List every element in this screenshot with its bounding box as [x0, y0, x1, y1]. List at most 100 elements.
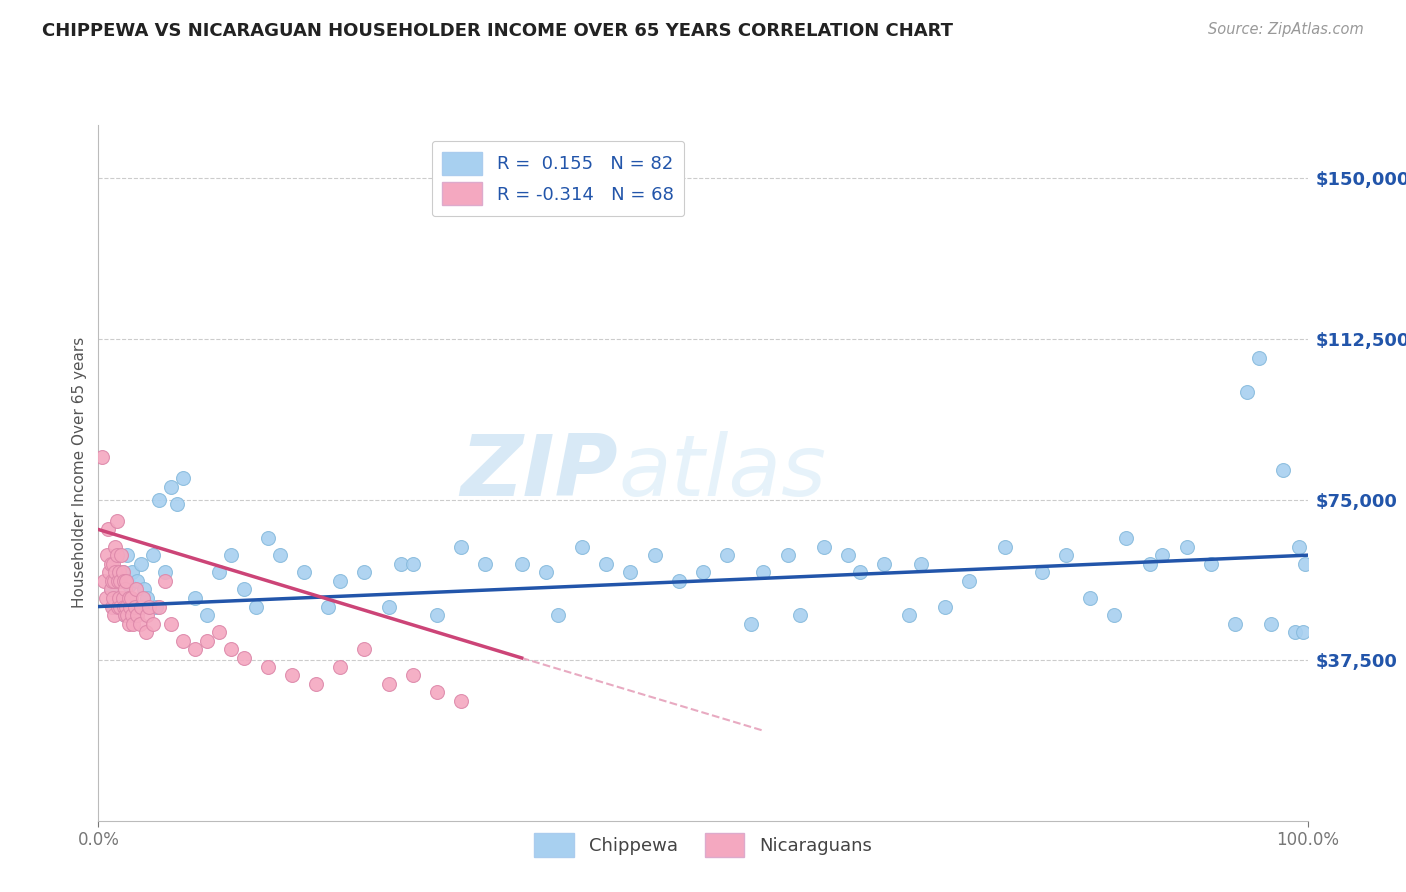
Point [849, 566, 872, 580]
Point [776, 548, 799, 562]
Point [115, 608, 138, 623]
Point [329, 574, 352, 588]
Point [377, 599, 399, 614]
Point [716, 548, 738, 562]
Point [426, 608, 449, 623]
Point [184, 591, 207, 605]
Point [184, 642, 207, 657]
Point [595, 557, 617, 571]
Text: Source: ZipAtlas.com: Source: ZipAtlas.com [1208, 22, 1364, 37]
Point [353, 566, 375, 580]
Point [1152, 548, 1174, 562]
Point [118, 591, 141, 605]
Point [221, 642, 243, 657]
Point [752, 566, 775, 580]
Text: atlas: atlas [619, 431, 827, 515]
Point [98, 566, 121, 580]
Point [232, 582, 254, 597]
Point [353, 642, 375, 657]
Point [195, 633, 218, 648]
Point [1249, 351, 1271, 366]
Point [934, 599, 956, 614]
Point [1078, 591, 1101, 605]
Point [142, 548, 165, 562]
Point [103, 608, 125, 623]
Point [426, 685, 449, 699]
Point [93, 574, 115, 588]
Point [1223, 616, 1246, 631]
Point [107, 599, 129, 614]
Point [1115, 531, 1137, 545]
Point [114, 608, 136, 623]
Point [105, 569, 128, 583]
Point [740, 616, 762, 631]
Point [117, 608, 139, 623]
Point [547, 608, 569, 623]
Point [813, 540, 835, 554]
Point [120, 591, 142, 605]
Point [108, 566, 131, 580]
Point [450, 694, 472, 708]
Point [148, 599, 170, 614]
Point [256, 659, 278, 673]
Point [692, 566, 714, 580]
Point [160, 480, 183, 494]
Point [142, 616, 165, 631]
Point [108, 591, 131, 605]
Point [111, 591, 134, 605]
Point [104, 540, 127, 554]
Point [208, 566, 231, 580]
Point [389, 557, 412, 571]
Point [101, 557, 124, 571]
Point [1288, 540, 1310, 554]
Point [100, 582, 122, 597]
Y-axis label: Householder Income Over 65 years: Householder Income Over 65 years [72, 337, 87, 608]
Point [127, 574, 149, 588]
Point [221, 548, 243, 562]
Point [897, 608, 920, 623]
Point [668, 574, 690, 588]
Point [118, 616, 141, 631]
Point [135, 591, 157, 605]
Point [873, 557, 896, 571]
Point [138, 599, 160, 614]
Point [134, 582, 156, 597]
Point [104, 566, 127, 580]
Point [195, 608, 218, 623]
Point [1054, 548, 1077, 562]
Point [172, 471, 194, 485]
Point [118, 578, 141, 592]
Point [111, 566, 134, 580]
Point [305, 676, 328, 690]
Point [1284, 625, 1306, 640]
Point [135, 608, 157, 623]
Legend: Chippewa, Nicaraguans: Chippewa, Nicaraguans [527, 826, 879, 863]
Point [121, 566, 143, 580]
Point [108, 599, 131, 614]
Point [510, 557, 533, 571]
Point [644, 548, 666, 562]
Point [1031, 566, 1053, 580]
Point [474, 557, 496, 571]
Point [281, 668, 304, 682]
Point [534, 566, 557, 580]
Point [316, 599, 339, 614]
Point [105, 514, 128, 528]
Point [100, 574, 122, 588]
Point [110, 548, 132, 562]
Point [132, 591, 155, 605]
Point [121, 608, 143, 623]
Point [1236, 385, 1258, 400]
Point [94, 591, 117, 605]
Point [100, 582, 122, 597]
Point [114, 608, 136, 623]
Point [105, 548, 128, 562]
Point [1199, 557, 1222, 571]
Point [124, 599, 146, 614]
Point [1294, 557, 1316, 571]
Point [910, 557, 932, 571]
Point [450, 540, 472, 554]
Point [329, 659, 352, 673]
Point [245, 599, 267, 614]
Point [103, 574, 125, 588]
